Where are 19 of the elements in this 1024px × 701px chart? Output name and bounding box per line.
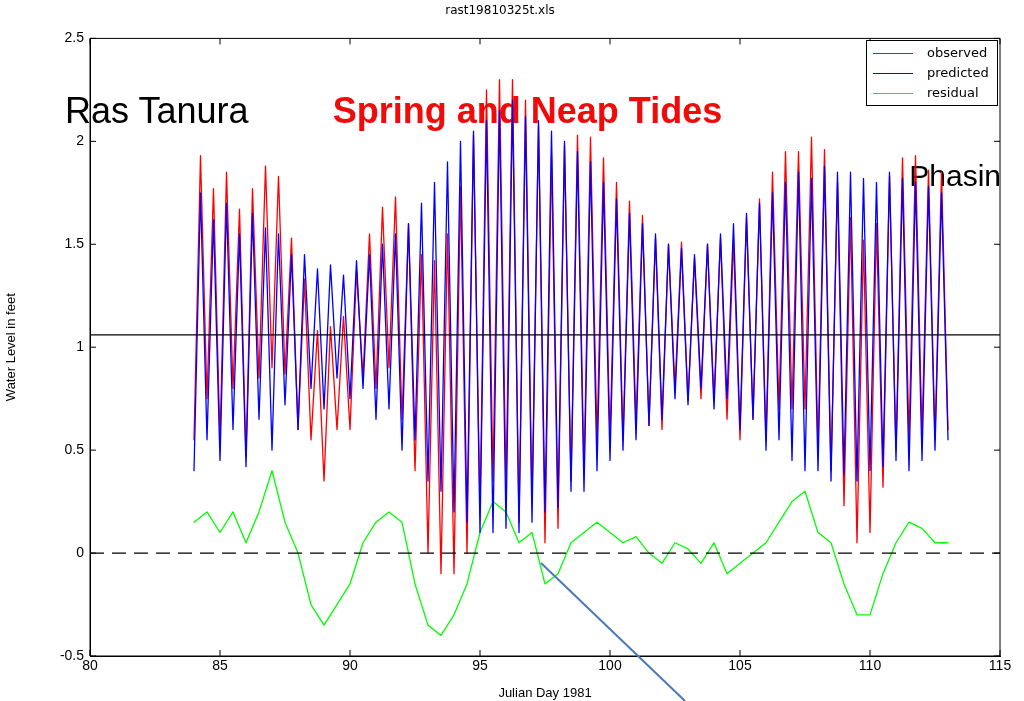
x-tick-label: 95 <box>472 657 488 674</box>
x-tick-label: 85 <box>212 657 228 674</box>
x-axis-title: Julian Day 1981 <box>498 684 592 700</box>
legend-label: residual <box>927 84 979 103</box>
x-tick-label: 115 <box>988 657 1012 674</box>
y-tick-label: 2.5 <box>64 29 85 46</box>
x-tick-label: 90 <box>342 657 358 674</box>
y-axis-title: Water Level in feet <box>3 292 19 402</box>
chart-title: rast19810325t.xls <box>445 3 555 18</box>
y-tick-label: 2 <box>76 132 85 149</box>
y-tick-label: 0 <box>76 543 85 560</box>
x-tick-label: 105 <box>728 657 752 674</box>
legend-label: observed <box>927 44 988 63</box>
legend-label: predicted <box>927 64 989 83</box>
x-tick-label: 110 <box>858 657 882 674</box>
x-tick-label: 100 <box>598 657 622 674</box>
y-tick-label: 1 <box>76 338 85 355</box>
y-tick-label: 0.5 <box>64 440 85 457</box>
y-tick-label: 1.5 <box>64 235 85 252</box>
